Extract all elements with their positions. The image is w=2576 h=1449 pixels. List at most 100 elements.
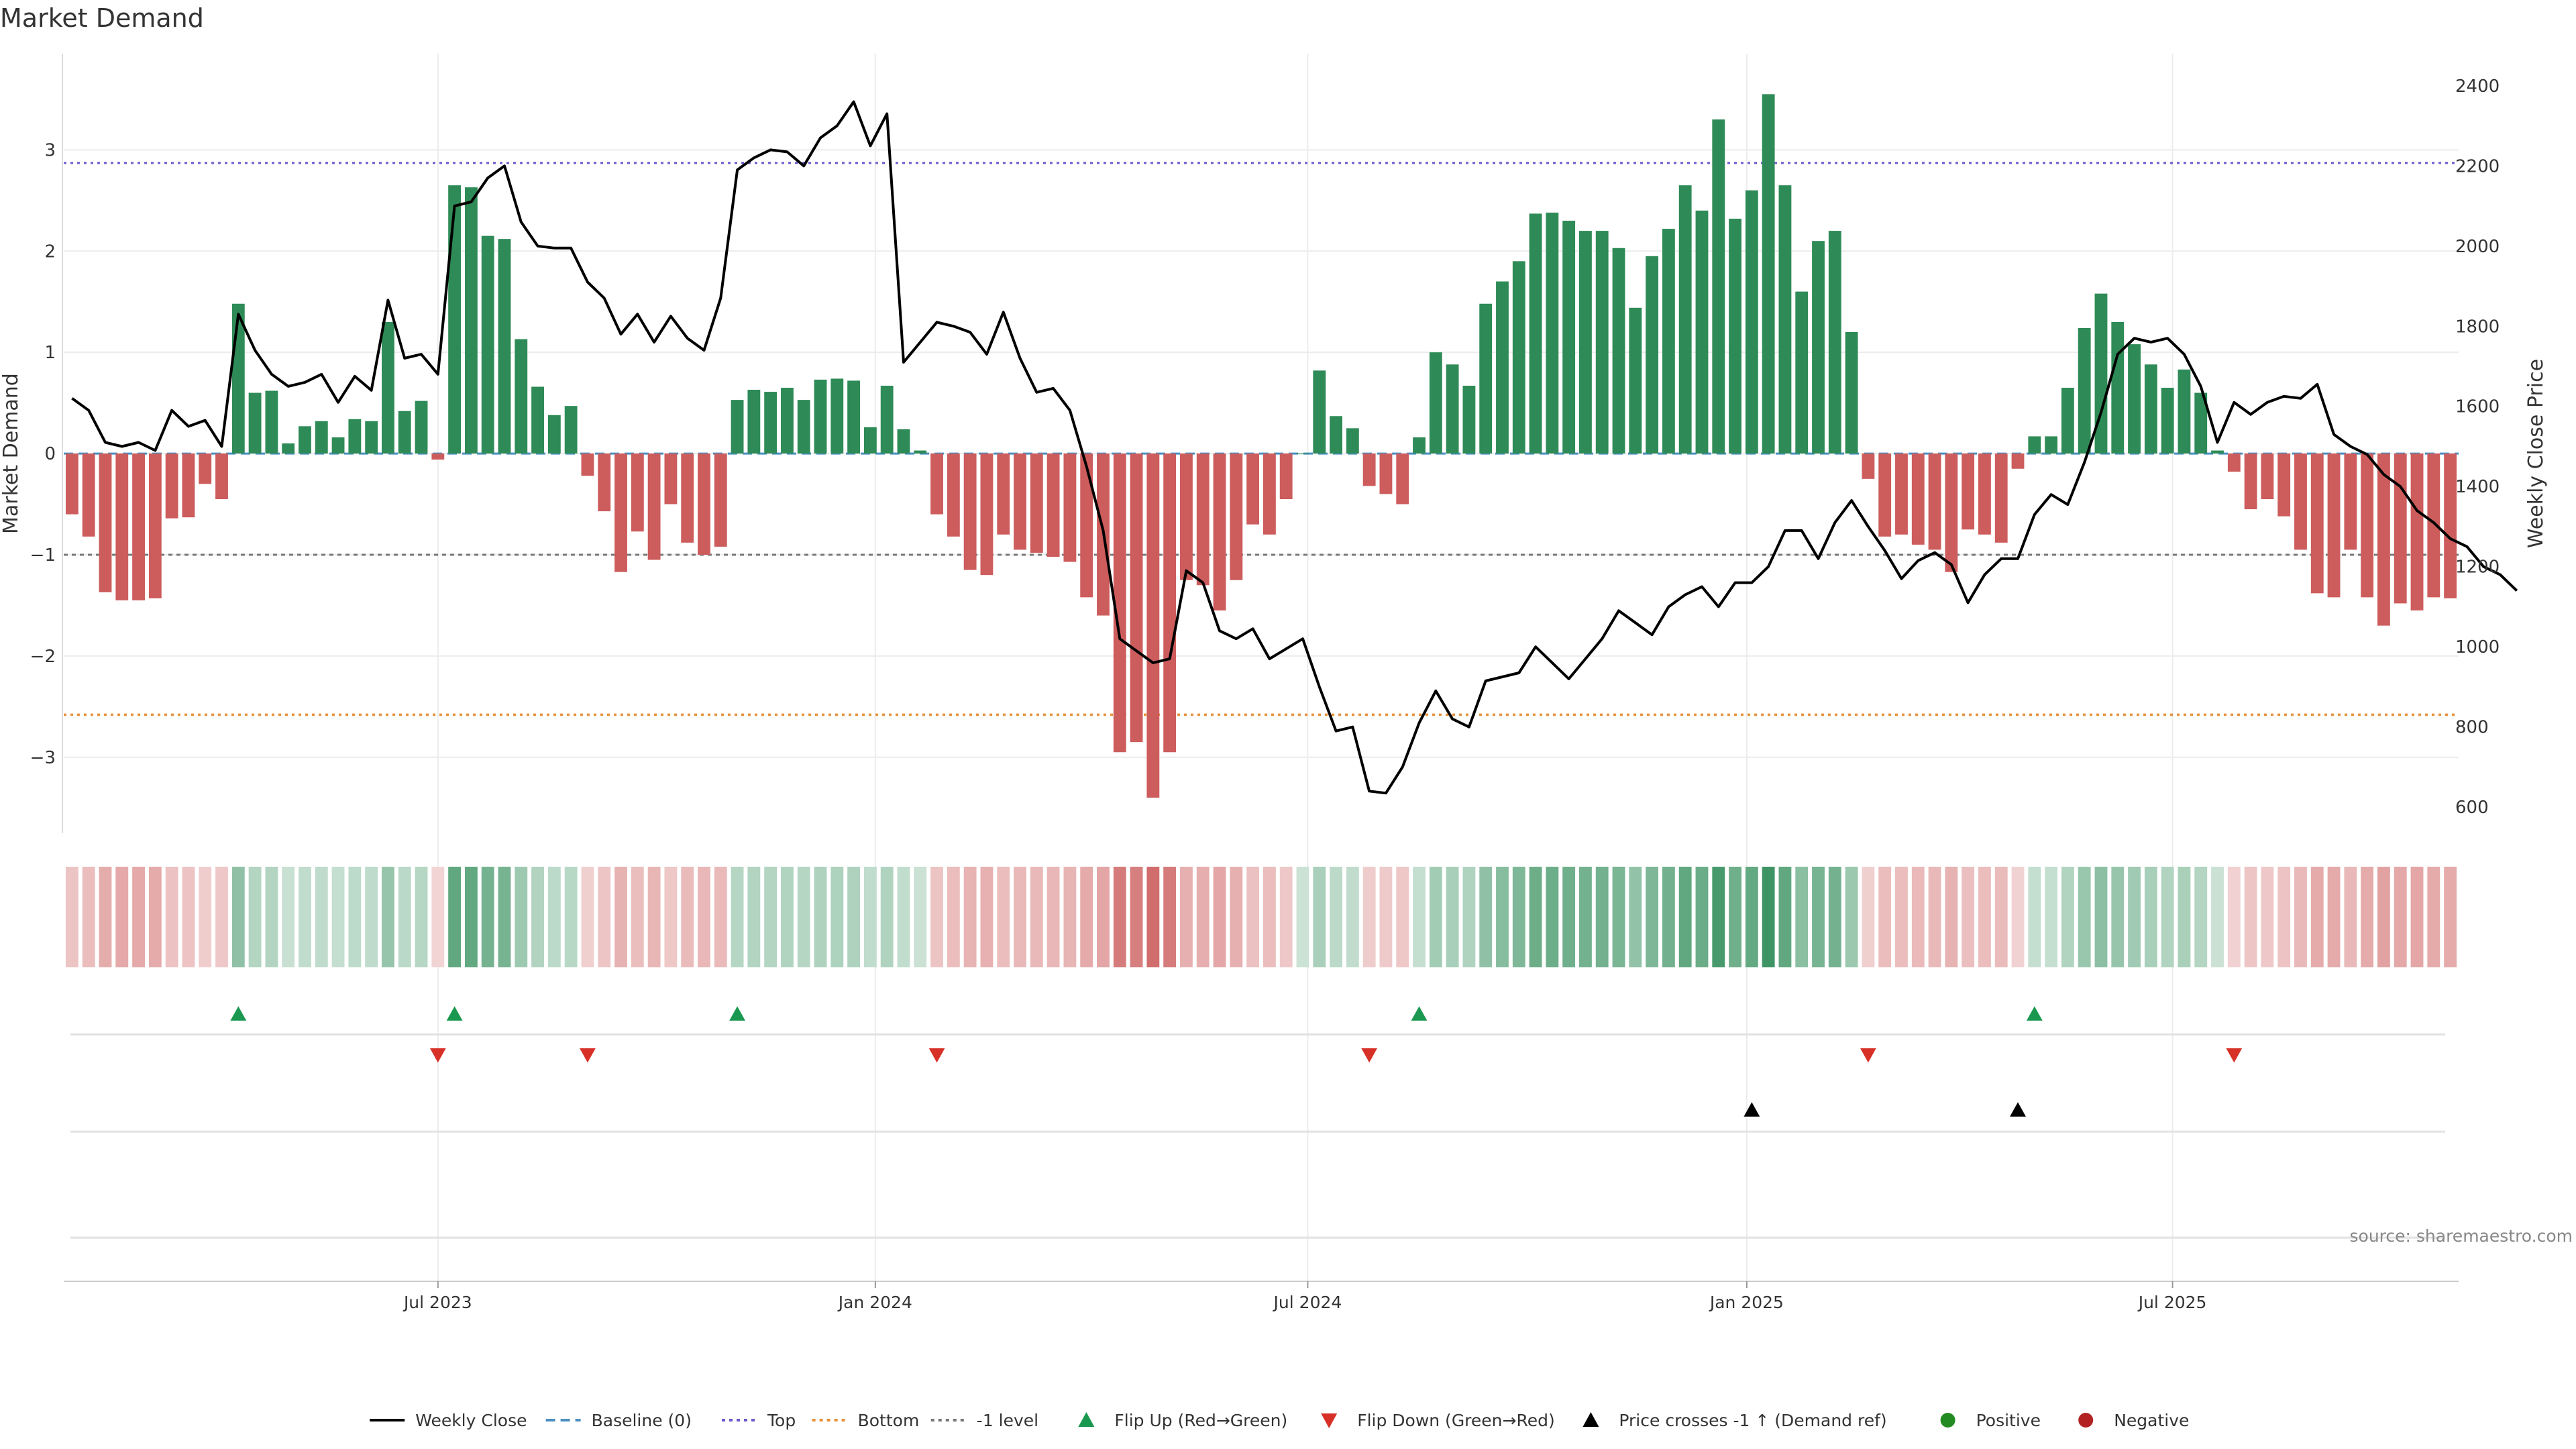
heat-cell-116 <box>1994 867 2008 967</box>
demand-bars <box>65 94 2457 798</box>
heat-cell-29 <box>547 867 561 967</box>
right-tick-label-5: 1400 <box>2455 477 2500 497</box>
legend-item-6: Flip Down (Green→Red) <box>1321 1411 1555 1430</box>
heat-cell-43 <box>781 867 794 967</box>
heat-cell-36 <box>664 867 678 967</box>
heat-cell-125 <box>2144 867 2157 967</box>
heat-cell-28 <box>531 867 544 967</box>
right-tick-label-6: 1200 <box>2455 557 2500 578</box>
legend-label-3: Bottom <box>858 1411 920 1430</box>
heat-cell-86 <box>1496 867 1509 967</box>
heat-cell-2 <box>99 867 112 967</box>
heat-cell-118 <box>2028 867 2041 967</box>
demand-bar-55 <box>980 453 994 576</box>
heat-cell-76 <box>1330 867 1342 967</box>
legend-swatch-6 <box>1321 1413 1338 1428</box>
x-tick-label-1: Jan 2024 <box>837 1293 912 1312</box>
demand-bar-143 <box>2444 453 2457 598</box>
legend-item-1: Baseline (0) <box>545 1411 692 1430</box>
heat-cell-46 <box>830 867 844 967</box>
heat-cell-27 <box>515 867 528 967</box>
demand-bar-59 <box>1046 453 1060 557</box>
demand-bar-98 <box>1695 210 1709 454</box>
demand-bar-113 <box>1945 453 1958 572</box>
heat-cell-71 <box>1246 867 1260 967</box>
demand-bar-70 <box>1230 453 1243 580</box>
left-tick-label-1: 2 <box>44 241 56 262</box>
demand-bar-0 <box>65 453 78 515</box>
demand-bar-64 <box>1130 453 1143 743</box>
legend-label-9: Negative <box>2114 1411 2189 1430</box>
heat-cell-97 <box>1678 867 1692 967</box>
demand-bar-16 <box>331 437 345 454</box>
demand-bar-117 <box>2011 453 2025 469</box>
heat-cell-68 <box>1196 867 1210 967</box>
legend-swatch-9 <box>2078 1413 2094 1428</box>
legend-item-4: -1 level <box>930 1411 1038 1430</box>
demand-bar-47 <box>847 380 861 454</box>
demand-bar-119 <box>2045 436 2058 454</box>
heat-cell-70 <box>1230 867 1243 967</box>
flip-down-marker-3 <box>1361 1048 1378 1063</box>
demand-bar-27 <box>515 339 528 454</box>
heat-cell-45 <box>814 867 827 967</box>
heat-cell-123 <box>2111 867 2125 967</box>
demand-bar-67 <box>1180 453 1193 580</box>
source-label: source: sharemaestro.com <box>2350 1226 2573 1246</box>
demand-bar-37 <box>681 453 694 543</box>
heat-cell-120 <box>2061 867 2074 967</box>
heat-cell-57 <box>1014 867 1026 967</box>
heat-cell-141 <box>2410 867 2424 967</box>
legend-item-7: Price crosses -1 ↑ (Demand ref) <box>1582 1411 1887 1430</box>
heat-cell-22 <box>431 867 445 967</box>
legend-item-3: Bottom <box>812 1411 920 1430</box>
demand-bar-74 <box>1296 453 1309 455</box>
heat-cell-113 <box>1945 867 1958 967</box>
demand-bar-46 <box>830 378 844 454</box>
demand-bar-4 <box>132 453 145 600</box>
heat-cell-133 <box>2277 867 2291 967</box>
demand-bar-1 <box>82 453 95 537</box>
demand-bar-65 <box>1146 453 1160 798</box>
demand-bar-12 <box>265 390 278 454</box>
demand-bar-50 <box>897 429 910 454</box>
demand-bar-114 <box>1962 453 1975 530</box>
demand-bar-122 <box>2094 293 2108 454</box>
right-axis-title: Weekly Close Price <box>2524 359 2548 548</box>
demand-bar-60 <box>1063 453 1077 562</box>
heat-cell-95 <box>1646 867 1659 967</box>
demand-bar-72 <box>1263 453 1276 535</box>
demand-bar-139 <box>2377 453 2390 626</box>
heat-cell-40 <box>731 867 744 967</box>
demand-bar-32 <box>598 453 611 512</box>
demand-bar-136 <box>2327 453 2341 598</box>
heat-cell-23 <box>448 867 462 967</box>
legend-label-0: Weekly Close <box>415 1411 527 1430</box>
flip-up-marker-3 <box>1411 1006 1428 1021</box>
demand-bar-137 <box>2344 453 2357 550</box>
demand-bar-40 <box>731 400 744 454</box>
demand-bar-52 <box>930 453 943 515</box>
heat-cell-82 <box>1429 867 1442 967</box>
demand-bar-81 <box>1413 437 1426 454</box>
heat-cell-19 <box>382 867 394 967</box>
heat-cell-15 <box>315 867 328 967</box>
heat-cell-56 <box>997 867 1010 967</box>
heat-cell-21 <box>415 867 428 967</box>
demand-bar-127 <box>2178 369 2191 454</box>
heat-cell-63 <box>1113 867 1126 967</box>
heat-cell-107 <box>1845 867 1858 967</box>
heat-cell-115 <box>1978 867 1991 967</box>
legend-label-2: Top <box>767 1411 796 1430</box>
left-tick-label-4: −1 <box>30 545 56 566</box>
right-tick-label-0: 2400 <box>2455 76 2500 97</box>
heat-cell-129 <box>2211 867 2224 967</box>
demand-bar-39 <box>714 453 727 547</box>
heat-cell-110 <box>1895 867 1908 967</box>
demand-bar-53 <box>947 453 960 537</box>
demand-bar-131 <box>2244 453 2257 510</box>
legend-swatch-5 <box>1078 1412 1095 1427</box>
demand-bar-29 <box>547 415 561 454</box>
flip-up-marker-1 <box>446 1006 463 1021</box>
heat-cell-84 <box>1462 867 1476 967</box>
